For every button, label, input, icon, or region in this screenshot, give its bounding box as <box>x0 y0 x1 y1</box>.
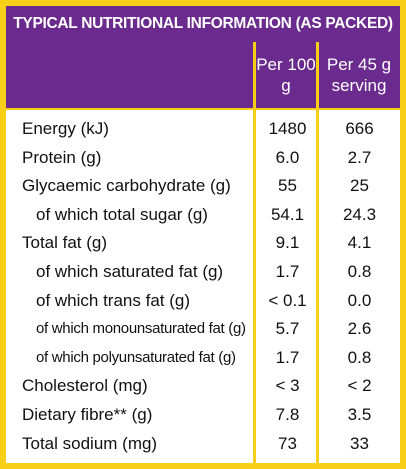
nutrient-value: 24.3 <box>342 204 377 224</box>
nutrient-value: 25 <box>350 176 369 196</box>
table-row: Protein (g) 6.0 2.7 <box>6 144 400 172</box>
table-row: Total sodium (mg) 73 33 <box>6 430 400 458</box>
column-header: Per 45 g serving <box>326 55 392 95</box>
nutrient-value: 0.0 <box>347 290 372 310</box>
nutrient-label: of which polyunsaturated fat (g) <box>36 348 236 366</box>
nutrient-label: Glycaemic carbohydrate (g) <box>22 176 231 196</box>
nutrient-value: < 3 <box>275 376 300 396</box>
table-row: of which trans fat (g) < 0.1 0.0 <box>6 287 400 315</box>
nutrient-value: 2.6 <box>347 319 372 339</box>
nutrient-value: 666 <box>345 119 374 138</box>
table-row: of which monounsaturated fat (g) 5.7 2.6 <box>6 315 400 343</box>
nutrient-label: Energy (kJ) <box>22 119 109 138</box>
nutrient-value: 6.0 <box>275 147 300 167</box>
table-row: of which total sugar (g) 54.1 24.3 <box>6 201 400 229</box>
header-row: Per 100 g Per 45 g serving <box>6 42 400 108</box>
nutrient-value: 0.8 <box>347 262 372 281</box>
nutrient-value: 9.1 <box>275 233 300 253</box>
nutrient-value: 1.7 <box>275 347 300 367</box>
column-divider <box>316 42 319 463</box>
table-row: Glycaemic carbohydrate (g) 55 25 <box>6 172 400 200</box>
nutrient-label: Cholesterol (mg) <box>22 376 148 396</box>
nutrient-value: 33 <box>350 433 369 453</box>
column-header: Per 100 g <box>256 55 316 95</box>
nutrient-value: 4.1 <box>347 233 372 253</box>
table-row: of which saturated fat (g) 1.7 0.8 <box>6 258 400 286</box>
nutrient-value: < 2 <box>347 376 372 396</box>
table-row: Total fat (g) 9.1 4.1 <box>6 229 400 257</box>
nutrient-label: of which monounsaturated fat (g) <box>36 320 246 338</box>
nutrient-value: 1480 <box>268 119 307 138</box>
table-row: Dietary fibre** (g) 7.8 3.5 <box>6 401 400 429</box>
nutrient-value: 54.1 <box>270 204 305 224</box>
column-divider <box>253 42 256 463</box>
nutrient-value: 55 <box>278 176 297 196</box>
nutrient-label: of which trans fat (g) <box>36 290 191 310</box>
nutrient-value: 0.8 <box>347 347 372 367</box>
table-row: Cholesterol (mg) < 3 < 2 <box>6 372 400 400</box>
nutrient-label: of which saturated fat (g) <box>36 262 224 281</box>
table-body: Energy (kJ) 1480 666 Protein (g) 6.0 2.7 Glyca… <box>6 110 400 463</box>
nutrient-value: 2.7 <box>347 147 372 167</box>
nutrient-label: Total sodium (mg) <box>22 433 158 453</box>
nutrient-value: 5.7 <box>275 319 300 339</box>
nutrient-label: of which total sugar (g) <box>36 204 208 224</box>
nutrient-label: Dietary fibre** (g) <box>22 405 153 424</box>
nutrient-label: Total fat (g) <box>22 233 108 253</box>
nutrient-value: 73 <box>278 433 297 453</box>
table-row: of which polyunsaturated fat (g) 1.7 0.8 <box>6 344 400 372</box>
panel-title: TYPICAL NUTRITIONAL INFORMATION (AS PACK… <box>6 6 400 42</box>
nutrient-value: 1.7 <box>275 262 300 281</box>
nutrient-value: < 0.1 <box>268 290 307 310</box>
nutrient-value: 3.5 <box>347 405 372 424</box>
table-row: Energy (kJ) 1480 666 <box>6 115 400 143</box>
nutrient-label: Protein (g) <box>22 147 102 167</box>
nutrient-value: 7.8 <box>275 405 300 424</box>
